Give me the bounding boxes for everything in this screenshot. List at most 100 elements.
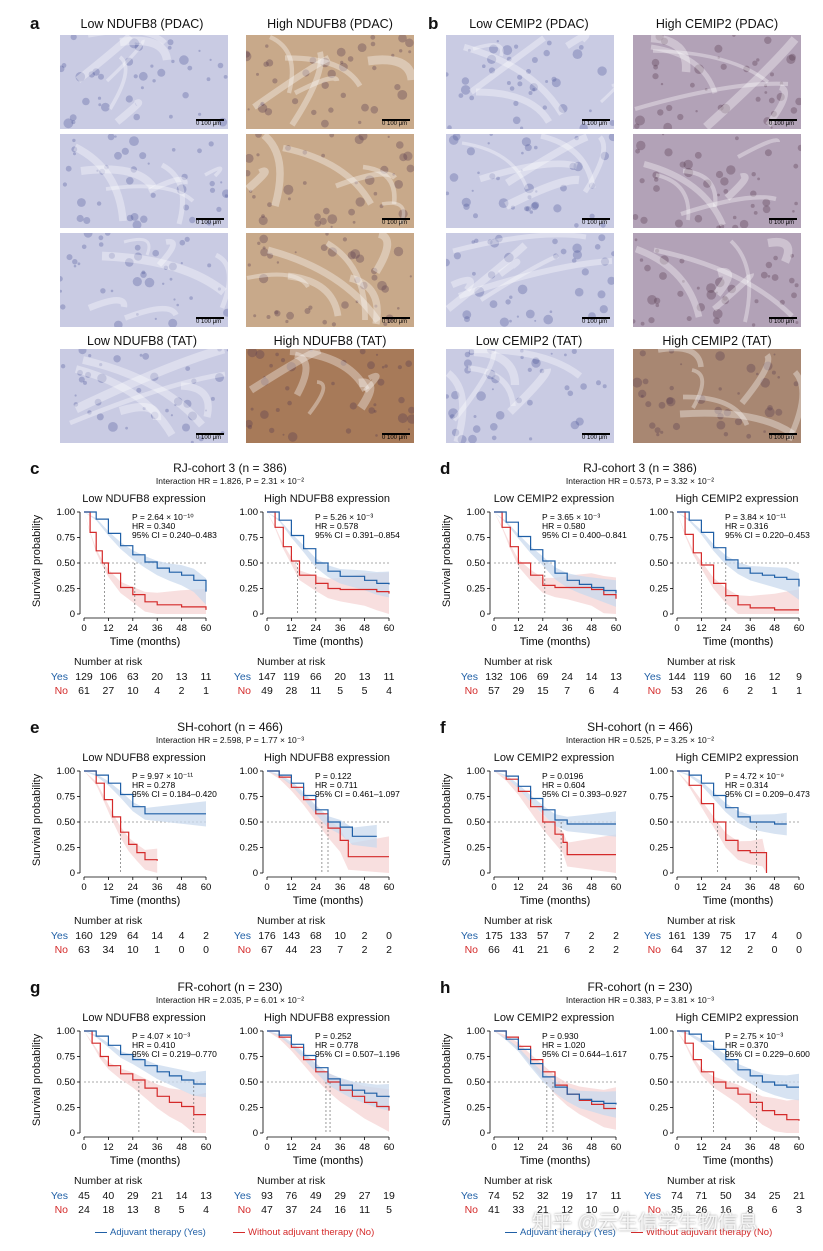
risk-count-no: 11 [359, 1204, 371, 1216]
risk-count-no: 66 [488, 944, 500, 956]
legend-no-swatch [233, 1231, 246, 1234]
ci-band-no [84, 771, 158, 873]
risk-row-label-no: No [54, 1204, 68, 1216]
km-plot: 1.00 0.75 0.50 0.25 00 12 24 36 48 60 Time (months… [240, 507, 401, 648]
risk-row-label-yes: Yes [233, 1190, 251, 1202]
x-tick-label: 36 [745, 1142, 756, 1153]
x-tick-label: 48 [769, 882, 780, 893]
x-tick-label: 24 [311, 882, 322, 893]
risk-count-yes: 133 [509, 930, 528, 942]
risk-count-yes: 0 [386, 930, 392, 942]
risk-count-no: 5 [361, 685, 368, 697]
x-tick-label: 36 [745, 623, 756, 634]
y-tick-label: 0.25 [57, 584, 76, 595]
stat-confidence-interval: 95% CI = 0.219–0.770 [132, 1049, 217, 1059]
risk-count-no: 18 [102, 1204, 115, 1216]
x-tick-label: 12 [696, 882, 707, 893]
y-tick-label: 0.75 [650, 533, 669, 544]
risk-count-yes: 139 [692, 930, 711, 942]
ihc-image: 0 100 μm [60, 233, 228, 327]
risk-count-yes: 129 [75, 671, 93, 683]
y-tick-label: 0.75 [650, 1052, 669, 1063]
ihc-image: 0 100 μm [633, 349, 801, 443]
survival-curve-no [677, 770, 768, 873]
x-tick-label: 24 [128, 1142, 139, 1153]
subgroup-title: High CEMIP2 expression [675, 752, 799, 764]
x-tick-label: 0 [674, 623, 679, 634]
scale-label: 0 100 μm [196, 319, 222, 325]
risk-count-no: 2 [386, 944, 392, 956]
ihc-image: 0 100 μm [446, 134, 614, 228]
risk-count-no: 26 [695, 685, 708, 697]
ci-band-yes [494, 771, 616, 837]
scale-bar: 0 100 μm [582, 218, 610, 226]
survival-curve-yes [84, 511, 207, 592]
risk-table-header: Number at risk [257, 656, 326, 668]
risk-count-yes: 13 [358, 671, 371, 683]
cohort-title: SH-cohort (n = 466) [177, 720, 283, 734]
subgroup-title: Low NDUFB8 expression [82, 752, 206, 764]
risk-row-label-yes: Yes [460, 1190, 478, 1202]
x-axis-label: Time (months) [703, 636, 774, 648]
risk-count-no: 47 [261, 1204, 273, 1216]
subgroup-title: High NDUFB8 expression [264, 752, 390, 764]
interaction-stat: Interaction HR = 0.573, P = 3.32 × 10⁻² [565, 476, 715, 486]
risk-count-no: 2 [747, 944, 754, 956]
y-tick-label: 0.50 [467, 558, 486, 569]
cohort-title: RJ-cohort 3 (n = 386) [583, 461, 697, 475]
risk-count-yes: 49 [309, 1190, 322, 1202]
risk-count-yes: 74 [671, 1190, 683, 1202]
risk-count-no: 7 [564, 685, 571, 697]
x-tick-label: 12 [103, 1142, 114, 1153]
risk-count-yes: 13 [175, 671, 188, 683]
risk-count-yes: 11 [610, 1190, 622, 1202]
risk-row-label-no: No [464, 1204, 478, 1216]
risk-count-no: 64 [671, 944, 683, 956]
risk-count-yes: 161 [668, 930, 686, 942]
risk-count-yes: 24 [561, 671, 574, 683]
survival-curve-no [677, 1030, 800, 1121]
x-tick-label: 36 [152, 623, 163, 634]
scale-bar: 0 100 μm [382, 119, 410, 127]
interaction-stat: Interaction HR = 2.598, P = 1.77 × 10⁻³ [155, 735, 305, 745]
risk-count-yes: 119 [283, 671, 300, 683]
risk-table-header: Number at risk [257, 915, 326, 927]
y-tick-label: 0.75 [240, 1052, 259, 1063]
risk-row-label-yes: Yes [460, 930, 478, 942]
risk-count-yes: 20 [334, 671, 347, 683]
y-tick-label: 0.50 [650, 558, 669, 569]
legend-left: Adjuvant therapy (Yes) Without adjuvant … [95, 1227, 374, 1238]
y-tick-label: 0 [480, 609, 485, 620]
x-tick-label: 36 [562, 882, 573, 893]
interaction-stat: Interaction HR = 2.035, P = 6.01 × 10⁻² [155, 995, 305, 1005]
y-tick-label: 0 [480, 1128, 485, 1139]
interaction-stat: Interaction HR = 0.383, P = 3.81 × 10⁻³ [565, 995, 715, 1005]
risk-row-label-no: No [647, 685, 661, 697]
y-tick-label: 0.75 [650, 792, 669, 803]
risk-count-yes: 175 [485, 930, 503, 942]
x-tick-label: 36 [335, 882, 346, 893]
km-plot: 1.00 0.75 0.50 0.25 00 12 24 36 48 60 Time (months… [467, 1026, 628, 1167]
x-tick-label: 36 [335, 623, 346, 634]
scale-label: 0 100 μm [382, 121, 408, 127]
risk-row-label-yes: Yes [50, 671, 68, 683]
risk-count-no: 4 [386, 685, 392, 697]
stat-hazard-ratio: HR = 0.580 [542, 521, 586, 531]
risk-count-no: 0 [178, 944, 185, 956]
x-axis-label: Time (months) [293, 895, 364, 907]
x-tick-label: 12 [513, 882, 524, 893]
risk-count-yes: 10 [334, 930, 347, 942]
legend-yes-swatch-right [505, 1231, 517, 1234]
scale-label: 0 100 μm [196, 435, 222, 441]
risk-count-no: 28 [285, 685, 298, 697]
y-tick-label: 0.75 [57, 1052, 76, 1063]
risk-count-no: 2 [588, 944, 595, 956]
scale-label: 0 100 μm [769, 121, 795, 127]
x-axis-label: Time (months) [110, 636, 181, 648]
x-tick-label: 0 [264, 882, 269, 893]
legend-no-label-right: Without adjuvant therapy (No) [646, 1227, 773, 1238]
risk-count-yes: 9 [796, 671, 802, 683]
x-tick-label: 48 [769, 623, 780, 634]
risk-count-yes: 20 [151, 671, 164, 683]
risk-count-yes: 66 [309, 671, 322, 683]
